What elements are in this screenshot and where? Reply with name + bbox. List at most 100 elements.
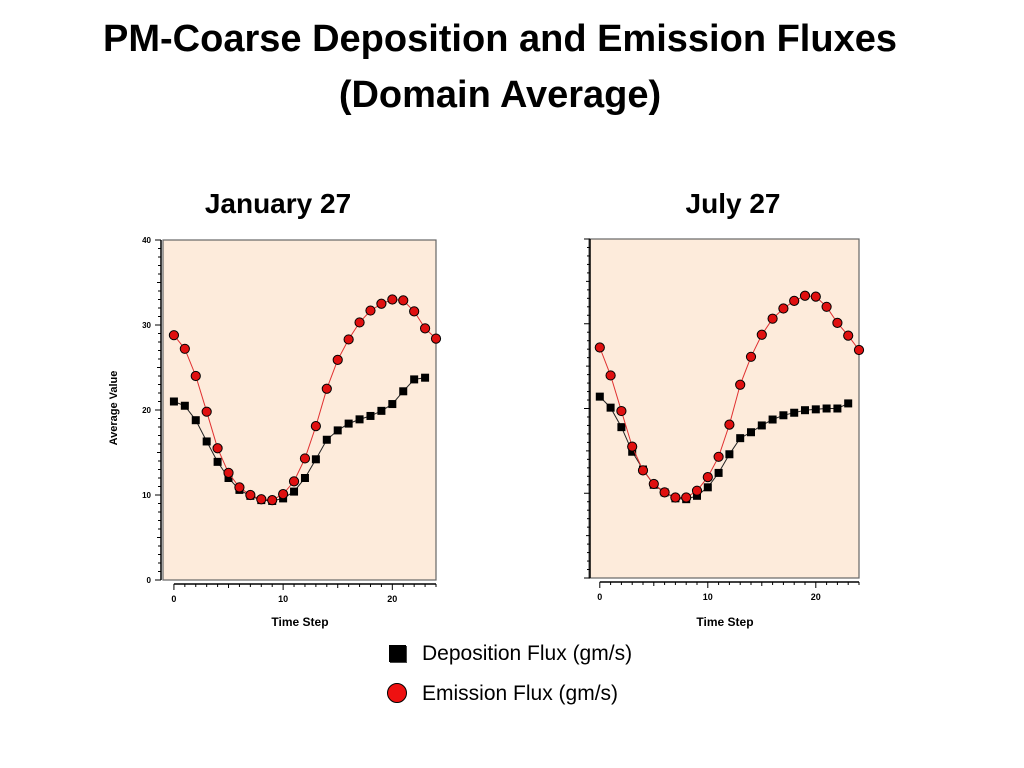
deposition-point [169,397,178,406]
chart-panel-0: 0 10 20 Time Step 0 10 20 30 40 Average Value [108,236,442,629]
emission-point [745,351,757,362]
deposition-point [300,474,309,482]
deposition-point [366,411,375,420]
emission-point [278,489,289,500]
deposition-point [703,483,712,492]
x-tick-label: 0 [171,594,176,604]
page-title-line-2: (Domain Average) [338,74,662,116]
emission-point [256,494,267,505]
deposition-point [202,437,211,446]
emission-point [605,370,616,381]
x-axis-label: Time Step [696,615,753,629]
emission-point [288,476,300,487]
page-title-line-1: PM-Coarse Deposition and Emission Fluxes [103,18,897,60]
emission-point [735,379,746,390]
legend-item-deposition: Deposition Flux (gm/s) [386,639,632,669]
y-tick-label: 20 [142,406,151,415]
emission-point [212,443,223,454]
emission-point [616,405,627,417]
legend-label-emission: Emission Flux (gm/s) [422,682,619,705]
emission-point [789,295,800,306]
emission-point [799,290,811,301]
emission-point [810,291,821,302]
deposition-point [790,408,799,417]
emission-point [843,330,854,341]
emission-point [681,492,692,503]
chart-title-july: July 27 [685,188,781,219]
x-axis-label: Time Step [271,615,328,629]
emission-point [659,487,670,498]
deposition-point [355,415,364,424]
emission-point [365,305,376,316]
emission-point [223,467,234,478]
deposition-point [595,392,604,401]
emission-point [332,354,343,365]
y-tick-label: 0 [147,576,152,585]
deposition-point [344,419,353,428]
emission-point [637,465,649,476]
deposition-point [333,426,342,435]
deposition-point [833,404,842,413]
x-tick-label: 20 [811,592,821,602]
emission-point [648,478,659,490]
emission-point [168,330,180,341]
deposition-point [725,450,734,459]
deposition-point [213,457,222,466]
y-tick-label: 30 [142,321,151,330]
emission-point [853,344,865,356]
deposition-point [606,403,615,412]
emission-point [691,485,703,496]
emission-point [398,295,409,306]
emission-point [310,421,321,432]
deposition-point [377,406,386,415]
deposition-point [399,387,408,396]
x-tick-label: 10 [703,592,713,602]
circle-marker-icon [386,682,410,706]
deposition-point [617,423,626,432]
deposition-point [811,405,820,414]
emission-point [190,370,201,382]
deposition-point [290,487,299,496]
emission-point [627,441,638,452]
chart-title-january: January 27 [204,188,352,219]
emission-point [343,334,354,345]
deposition-point [747,428,755,437]
emission-point [702,472,713,483]
deposition-point [421,373,430,382]
emission-point [245,489,256,501]
emission-point [430,333,442,344]
emission-point [234,482,245,493]
y-tick-label: 40 [142,236,151,245]
emission-point [354,317,365,328]
emission-point [713,451,724,462]
deposition-point [822,404,831,413]
deposition-point [322,435,331,444]
emission-point [179,343,190,354]
emission-point [201,406,212,417]
emission-point [376,298,387,309]
emission-point [724,419,735,430]
x-tick-label: 10 [278,594,288,604]
emission-point [767,313,778,324]
emission-point [419,323,431,334]
deposition-point [311,455,320,464]
legend-item-emission: Emission Flux (gm/s) [386,679,618,709]
square-marker-icon [386,642,410,666]
x-tick-label: 20 [387,594,397,604]
legend-label-deposition: Deposition Flux (gm/s) [422,642,633,665]
deposition-point [180,401,189,410]
deposition-point [224,474,233,482]
deposition-point [779,411,788,420]
emission-point [299,453,311,464]
chart-panel-1: 0 10 20 Time Step [584,238,865,629]
deposition-point [757,421,766,430]
emission-point [670,492,681,503]
deposition-point [801,406,809,415]
emission-point [778,303,789,314]
deposition-point [714,468,723,477]
emission-point [821,301,832,312]
y-tick-label: 10 [142,491,151,500]
emission-point [594,342,605,353]
x-tick-label: 0 [597,592,602,602]
